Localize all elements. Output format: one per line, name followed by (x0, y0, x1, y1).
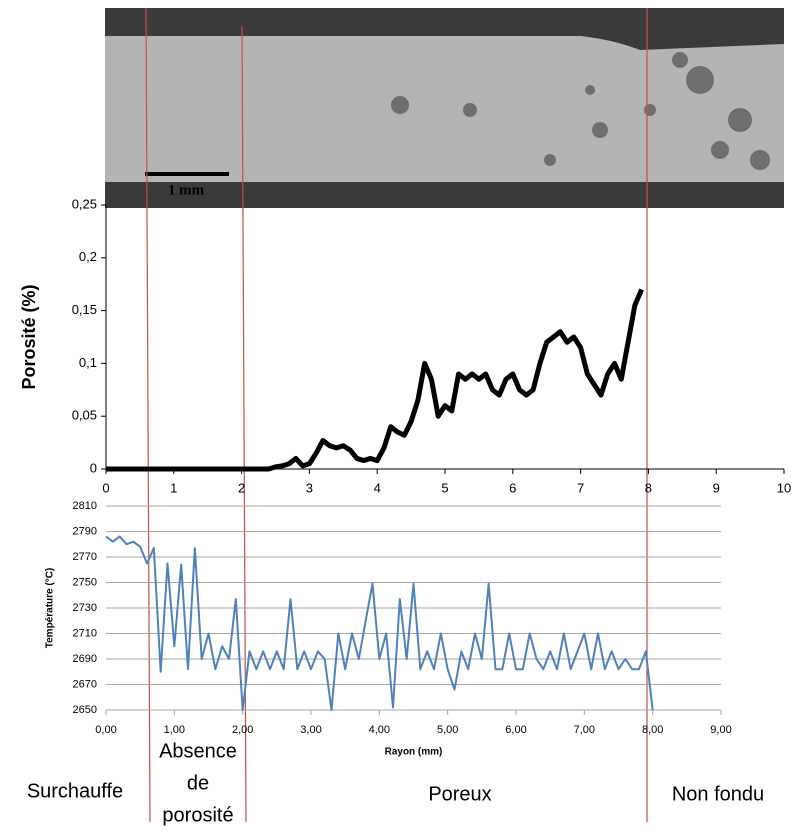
y-tick-label: 2650 (73, 704, 97, 716)
y-tick-label: 0,15 (72, 302, 97, 317)
zone-label: Surchauffe (27, 780, 123, 802)
x-tick-label: 2 (238, 480, 245, 495)
x-tick-label: 1,00 (164, 724, 185, 736)
y-tick-label: 2790 (73, 525, 97, 537)
x-tick-label: 6 (509, 480, 516, 495)
data-line (106, 288, 644, 472)
y-tick-label: 0,05 (72, 408, 97, 423)
x-tick-label: 0,00 (95, 724, 116, 736)
x-tick-label: 5 (441, 480, 448, 495)
zone-label: porosité (162, 804, 233, 826)
y-tick-label: 2690 (73, 653, 97, 665)
y-tick-label: 2710 (73, 627, 97, 639)
x-tick-label: 9 (713, 480, 720, 495)
zone-labels: Surchauffe Absence de porosité Poreux No… (27, 740, 764, 826)
y-tick-label: 0,1 (79, 355, 97, 370)
x-tick-label: 8 (645, 480, 652, 495)
zone-label: de (187, 772, 209, 794)
micrograph-edge (500, 33, 784, 50)
y-axis-title: Porosité (%) (19, 284, 39, 389)
x-tick-label: 5,00 (437, 724, 458, 736)
y-axis-title: Température (°C) (45, 568, 56, 649)
x-tick-label: 0 (102, 480, 109, 495)
x-tick-label: 7 (577, 480, 584, 495)
micrograph-bottom-band (105, 182, 784, 208)
x-tick-label: 9,00 (710, 724, 731, 736)
x-tick-label: 10 (777, 480, 791, 495)
zone-label: Poreux (428, 783, 491, 805)
x-tick-label: 3,00 (300, 724, 321, 736)
micrograph-pores (391, 52, 770, 170)
x-tick-label: 2,00 (232, 724, 253, 736)
x-tick-label: 4,00 (369, 724, 390, 736)
y-tick-label: 2770 (73, 551, 97, 563)
x-tick-label: 3 (306, 480, 313, 495)
scale-bar-label: 1 mm (168, 182, 205, 198)
y-tick-label: 2730 (73, 602, 97, 614)
x-tick-label: 6,00 (505, 724, 526, 736)
zone-label: Absence (159, 740, 237, 762)
micrograph-top-band (105, 8, 784, 36)
y-tick-label: 2670 (73, 678, 97, 690)
zone-border (145, 7, 151, 823)
y-tick-label: 2750 (73, 576, 97, 588)
x-axis-title: Rayon (mm) (385, 747, 443, 758)
y-tick-label: 0,2 (79, 249, 97, 264)
y-tick-label: 0,25 (72, 196, 97, 211)
x-tick-label: 7,00 (574, 724, 595, 736)
zone-label: Non fondu (672, 783, 764, 805)
data-line (105, 535, 654, 711)
x-tick-label: 8,00 (642, 724, 663, 736)
micrograph: 1 mm (105, 8, 784, 208)
x-tick-label: 4 (374, 480, 381, 495)
y-tick-label: 2810 (73, 500, 97, 512)
y-tick-label: 0 (90, 460, 97, 475)
x-tick-label: 1 (170, 480, 177, 495)
